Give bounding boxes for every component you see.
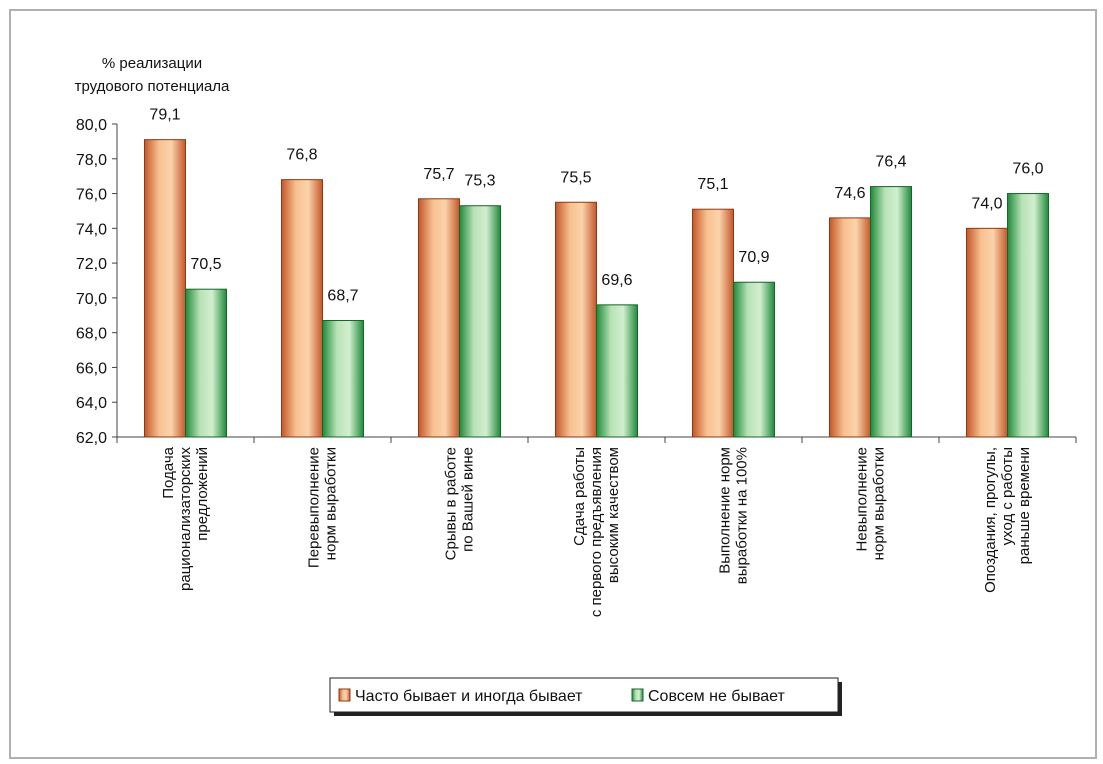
data-label: 70,5 — [190, 256, 221, 273]
axes: 62,0 64,0 66,0 68,0 70,0 72,0 74,0 76,0 78,0 80,0 — [76, 117, 1077, 447]
data-label: 76,0 — [1012, 161, 1043, 178]
legend-label: Часто бывает и иногда бывает — [355, 688, 583, 705]
y-tick-label: 76,0 — [76, 187, 107, 204]
category-label: Опоздания, прогулы, уход с работы раньше в… — [982, 447, 1033, 593]
bar — [733, 281, 775, 438]
bar — [555, 201, 597, 438]
legend-swatch — [631, 688, 644, 702]
bar — [322, 319, 364, 438]
bar — [418, 198, 460, 438]
legend-box — [329, 677, 839, 713]
category-label-line: Перевыполнение — [306, 447, 323, 568]
category-label-line: Невыполнение — [854, 447, 871, 551]
y-tick-label: 68,0 — [76, 326, 107, 343]
category-label-line: рационализаторских — [177, 447, 194, 591]
y-axis-title: % реализации трудового потенциала — [75, 55, 230, 95]
data-label: 69,6 — [601, 272, 632, 289]
y-tick-label: 70,0 — [76, 291, 107, 308]
category-label-line: норм выработки — [871, 447, 888, 560]
category-label-line: высоким качеством — [605, 447, 622, 583]
category-label: Невыполнение норм выработки — [854, 447, 888, 560]
data-label: 74,6 — [834, 185, 865, 202]
category-label: Выполнение норм выработки на 100% — [717, 447, 751, 584]
category-label-line: раньше времени — [1016, 447, 1033, 564]
category-label-line: по Вашей вине — [460, 447, 477, 552]
data-label: 76,8 — [286, 147, 317, 164]
y-tick-label: 80,0 — [76, 117, 107, 134]
category-labels: Подача рационализаторских предложений Перев… — [160, 446, 1033, 617]
category-label-line: выработки на 100% — [734, 447, 751, 584]
y-tick-label: 78,0 — [76, 152, 107, 169]
bar — [281, 179, 323, 438]
bar — [596, 304, 638, 438]
data-labels: 79,1 70,5 76,8 68,7 75,7 75,3 75,5 69,6 75,1 70,9… — [149, 107, 1043, 305]
category-label-line: предложений — [194, 447, 211, 541]
category-label-line: Срывы в работе — [443, 447, 460, 560]
y-tick-label: 66,0 — [76, 360, 107, 377]
bar — [144, 139, 186, 438]
legend: Часто бывает и иногда бывает Совсем не бы… — [329, 677, 842, 716]
bar — [870, 186, 912, 438]
data-label: 79,1 — [149, 107, 180, 124]
category-label-line: уход с работы — [999, 447, 1016, 545]
category-label: Подача рационализаторских предложений — [160, 446, 211, 591]
bars — [144, 139, 1049, 438]
data-label: 75,3 — [464, 173, 495, 190]
bar — [459, 205, 501, 438]
data-label: 68,7 — [327, 287, 358, 304]
legend-swatch — [338, 688, 351, 702]
category-label-line: с первого предъявления — [588, 447, 605, 617]
y-axis-title-line-2: трудового потенциала — [75, 78, 230, 95]
bar — [185, 288, 227, 438]
category-label-line: Подача — [160, 446, 177, 498]
data-label: 74,0 — [971, 195, 1002, 212]
category-label: Сдача работы с первого предъявления высоки… — [571, 447, 622, 617]
category-label-line: Опоздания, прогулы, — [982, 447, 999, 593]
y-tick-label: 62,0 — [76, 430, 107, 447]
category-label-line: Выполнение норм — [717, 447, 734, 574]
category-label: Перевыполнение норм выработки — [306, 447, 340, 568]
legend-label: Совсем не бывает — [648, 688, 786, 705]
data-label: 76,4 — [875, 154, 906, 171]
y-tick-label: 72,0 — [76, 256, 107, 273]
data-label: 75,7 — [423, 166, 454, 183]
bar — [692, 208, 734, 438]
y-tick-label: 74,0 — [76, 221, 107, 238]
category-label-line: норм выработки — [323, 447, 340, 560]
category-label: Срывы в работе по Вашей вине — [443, 447, 477, 560]
data-label: 75,5 — [560, 169, 591, 186]
y-axis-title-line-1: % реализации — [102, 55, 202, 72]
data-label: 75,1 — [697, 176, 728, 193]
data-label: 70,9 — [738, 249, 769, 266]
bar — [1007, 193, 1049, 438]
category-label-line: Сдача работы — [571, 447, 588, 546]
bar — [829, 217, 871, 438]
bar — [966, 227, 1008, 438]
y-tick-label: 64,0 — [76, 395, 107, 412]
